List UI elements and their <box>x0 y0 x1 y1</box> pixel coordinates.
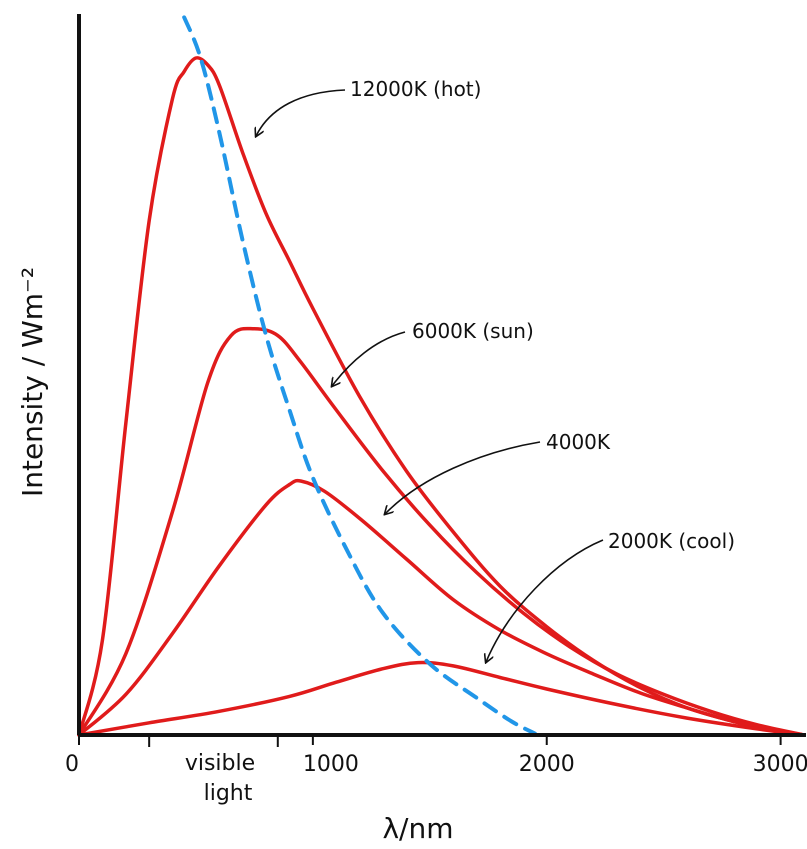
x-axis-title: λ/nm <box>382 812 453 845</box>
peak-line-layer <box>182 15 537 736</box>
x-tick-label-2000: 2000 <box>519 752 575 777</box>
x-tick-label-0: 0 <box>65 752 79 777</box>
annotation-2000k: 2000K (cool) <box>608 529 735 553</box>
annotation-12000k: 12000K (hot) <box>350 77 481 101</box>
arrow-2000k <box>486 539 604 662</box>
series-line-4000k <box>77 478 806 737</box>
curves-layer <box>77 56 806 737</box>
series-line-12000k <box>77 56 806 737</box>
peak-wavelength-dashed-line <box>182 15 537 736</box>
series-line-2000k <box>77 660 806 737</box>
arrow-6000k <box>332 331 406 386</box>
arrow-12000k <box>256 89 346 136</box>
arrow-4000k <box>385 441 541 514</box>
x-ticks: 0 1000 2000 3000 <box>65 735 807 777</box>
y-axis-title: Intensity / Wm⁻² <box>16 267 49 497</box>
annotation-4000k: 4000K <box>546 430 611 454</box>
x-tick-label-1000: 1000 <box>303 752 359 777</box>
x-tick-label-3000: 3000 <box>753 752 807 777</box>
annotations-layer: 12000K (hot) 6000K (sun) 4000K 2000K (co… <box>256 77 735 662</box>
series-line-6000k <box>77 326 806 737</box>
annotation-6000k: 6000K (sun) <box>412 319 534 343</box>
visible-light-label-1: visible <box>185 751 255 776</box>
visible-light-label-2: light <box>204 781 253 806</box>
